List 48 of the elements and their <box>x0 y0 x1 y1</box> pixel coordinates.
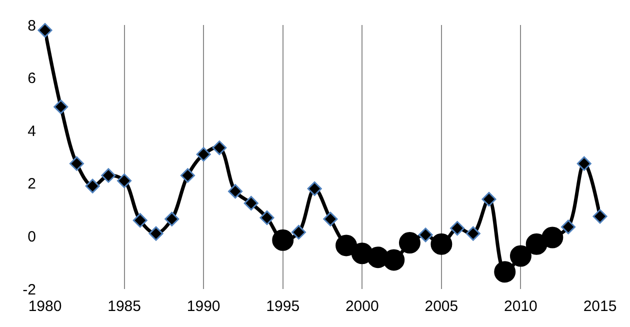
point <box>418 228 433 242</box>
point <box>482 192 496 206</box>
point <box>101 168 116 183</box>
y-tick-label: 4 <box>28 122 36 140</box>
x-tick-label: 1980 <box>28 298 62 315</box>
point <box>450 221 465 236</box>
point <box>272 229 294 251</box>
x-tick-label: 1985 <box>108 298 141 315</box>
point <box>494 261 516 283</box>
y-tick-label: 0 <box>28 228 36 246</box>
point <box>323 212 338 226</box>
point <box>398 232 420 254</box>
point <box>54 100 68 114</box>
point <box>180 168 195 183</box>
x-tick-label: 2010 <box>504 298 538 315</box>
y-tick-label: 6 <box>28 70 36 88</box>
x-tick-label: 2005 <box>424 298 458 315</box>
y-tick-label: 2 <box>28 176 36 193</box>
y-tick-label: 8 <box>28 17 36 34</box>
point <box>430 233 452 255</box>
point <box>132 213 148 228</box>
point <box>592 209 608 224</box>
point <box>336 234 358 256</box>
point <box>383 249 405 271</box>
point <box>291 224 306 240</box>
x-tick-label: 2015 <box>583 298 617 315</box>
point <box>561 220 576 234</box>
point <box>117 174 132 188</box>
point <box>69 156 84 171</box>
point <box>526 233 548 255</box>
point <box>244 196 258 210</box>
point <box>542 226 564 248</box>
point <box>228 184 243 199</box>
point <box>212 140 227 156</box>
point <box>196 147 211 162</box>
point <box>307 181 322 196</box>
point <box>148 226 164 241</box>
point <box>85 178 100 194</box>
point <box>38 23 52 38</box>
point <box>510 245 532 267</box>
x-tick-label: 1990 <box>186 298 220 315</box>
x-tick-label: 2000 <box>345 298 379 315</box>
point <box>164 212 180 226</box>
point <box>260 210 274 225</box>
point <box>576 156 592 171</box>
x-tick-label: 1995 <box>266 298 300 315</box>
y-tick-label: -2 <box>22 281 36 298</box>
point <box>466 226 480 241</box>
